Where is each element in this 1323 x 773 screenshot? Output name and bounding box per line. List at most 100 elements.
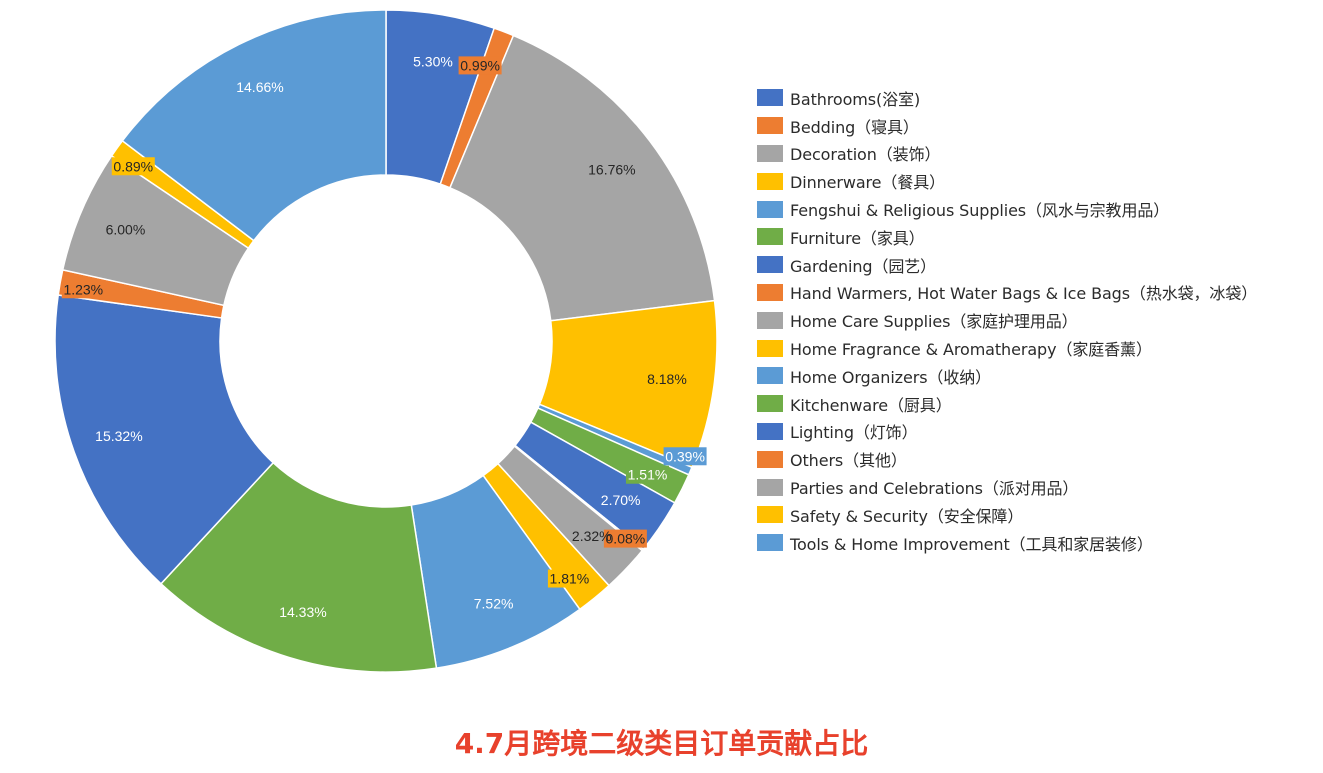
data-label-14: 6.00%	[106, 221, 146, 237]
chart-data-labels: 5.30% 0.99% 16.76% 8.18% 0.39% 1.51% 2.70% 0.08…	[61, 53, 707, 620]
chart-title: 4.7月跨境二级类目订单贡献占比	[454, 727, 869, 760]
data-label-6: 2.70%	[601, 492, 641, 508]
svg-text:2.70%: 2.70%	[601, 492, 641, 508]
svg-text:0.08%: 0.08%	[606, 531, 646, 547]
data-label-box-13	[61, 280, 105, 299]
slice-16	[121, 9, 387, 242]
legend-item-8: Home Care Supplies（家庭护理用品）	[757, 306, 1257, 334]
legend-label: Tools & Home Improvement（工具和家居装修）	[790, 534, 1153, 554]
slice-11	[159, 461, 438, 673]
legend-item-1: Bedding（寝具）	[757, 112, 1257, 140]
data-label-0: 5.30%	[413, 53, 453, 69]
legend-label: Hand Warmers, Hot Water Bags & Ice Bags（…	[790, 284, 1258, 304]
legend-label: Bathrooms(浴室)	[790, 89, 921, 109]
legend-label: Parties and Celebrations（派对用品）	[790, 479, 1079, 499]
legend-swatch	[757, 478, 783, 496]
legend-label: Dinnerware（餐具）	[790, 173, 946, 193]
legend-swatch	[757, 450, 783, 468]
svg-text:2.32%: 2.32%	[572, 528, 612, 544]
svg-text:7.52%: 7.52%	[474, 595, 514, 611]
legend-swatch	[757, 534, 783, 552]
legend-swatch	[757, 367, 783, 385]
legend-swatch	[757, 395, 783, 413]
data-label-box-7	[603, 529, 647, 548]
data-label-13: 1.23%	[61, 280, 105, 299]
data-label-1: 0.99%	[458, 56, 502, 75]
data-label-box-9	[547, 569, 591, 588]
chart-legend: Bathrooms(浴室) Bedding（寝具） Decoration（装饰） Di…	[757, 84, 1257, 557]
legend-item-10: Home Organizers（收纳）	[757, 362, 1257, 390]
legend-label: Home Care Supplies（家庭护理用品）	[790, 312, 1078, 332]
legend-item-4: Fengshui & Religious Supplies（风水与宗教用品）	[757, 195, 1257, 223]
data-label-box-5	[625, 465, 669, 484]
legend-swatch	[757, 172, 783, 190]
legend-item-14: Parties and Celebrations（派对用品）	[757, 473, 1257, 501]
legend-item-5: Furniture（家具）	[757, 223, 1257, 251]
svg-text:14.66%: 14.66%	[236, 79, 283, 95]
legend-label: Safety & Security（安全保障）	[790, 506, 1024, 526]
legend-label: Fengshui & Religious Supplies（风水与宗教用品）	[790, 201, 1170, 221]
legend-swatch	[757, 283, 783, 301]
slice-12	[54, 294, 275, 585]
legend-swatch	[757, 506, 783, 524]
svg-text:1.23%: 1.23%	[63, 281, 103, 297]
slice-2	[448, 34, 716, 322]
legend-swatch	[757, 422, 783, 440]
doughnut-chart: 5.30% 0.99% 16.76% 8.18% 0.39% 1.51% 2.70% 0.08…	[54, 9, 718, 673]
data-label-box-1	[458, 56, 502, 75]
legend-swatch	[757, 256, 783, 274]
legend-item-7: Hand Warmers, Hot Water Bags & Ice Bags（…	[757, 279, 1257, 307]
legend-item-9: Home Fragrance & Aromatherapy（家庭香薰）	[757, 334, 1257, 362]
svg-text:0.99%: 0.99%	[460, 57, 500, 73]
svg-text:0.39%: 0.39%	[665, 448, 705, 464]
svg-text:1.51%: 1.51%	[628, 467, 668, 483]
legend-item-12: Lighting（灯饰）	[757, 418, 1257, 446]
legend-item-6: Gardening（园艺）	[757, 251, 1257, 279]
legend-label: Furniture（家具）	[790, 228, 925, 248]
chart-slices	[54, 9, 718, 673]
legend-label: Bedding（寝具）	[790, 117, 919, 137]
legend-item-13: Others（其他）	[757, 445, 1257, 473]
svg-text:16.76%: 16.76%	[588, 162, 635, 178]
legend-item-2: Decoration（装饰）	[757, 140, 1257, 168]
data-label-10: 7.52%	[474, 595, 514, 611]
legend-swatch	[757, 311, 783, 329]
data-label-2: 16.76%	[588, 162, 635, 178]
legend-label: Lighting（灯饰）	[790, 423, 918, 443]
data-label-15: 0.89%	[111, 157, 155, 176]
data-label-box-4	[663, 447, 707, 466]
legend-swatch	[757, 228, 783, 246]
legend-swatch	[757, 200, 783, 218]
legend-label: Kitchenware（厨具）	[790, 395, 952, 415]
data-label-12: 15.32%	[95, 428, 142, 444]
legend-item-11: Kitchenware（厨具）	[757, 390, 1257, 418]
legend-swatch	[757, 117, 783, 135]
data-label-3: 8.18%	[647, 371, 687, 387]
data-label-16: 14.66%	[236, 79, 283, 95]
legend-swatch	[757, 144, 783, 162]
data-label-4: 0.39%	[663, 447, 707, 466]
svg-text:1.81%: 1.81%	[550, 571, 590, 587]
data-label-7: 0.08%	[603, 529, 647, 548]
legend-item-3: Dinnerware（餐具）	[757, 167, 1257, 195]
legend-swatch	[757, 339, 783, 357]
data-label-9: 1.81%	[547, 569, 591, 588]
legend-item-15: Safety & Security（安全保障）	[757, 501, 1257, 529]
svg-text:0.89%: 0.89%	[113, 158, 153, 174]
legend-item-16: Tools & Home Improvement（工具和家居装修）	[757, 529, 1257, 557]
svg-text:5.30%: 5.30%	[413, 53, 453, 69]
legend-label: Others（其他）	[790, 451, 907, 471]
legend-swatch	[757, 89, 783, 107]
data-label-11: 14.33%	[279, 604, 326, 620]
svg-text:14.33%: 14.33%	[279, 604, 326, 620]
data-label-box-15	[111, 157, 155, 176]
data-label-8: 2.32%	[572, 528, 612, 544]
legend-label: Gardening（园艺）	[790, 256, 937, 276]
svg-text:8.18%: 8.18%	[647, 371, 687, 387]
legend-label: Home Fragrance & Aromatherapy（家庭香薰）	[790, 340, 1152, 360]
legend-label: Home Organizers（收纳）	[790, 367, 992, 387]
legend-label: Decoration（装饰）	[790, 145, 941, 165]
svg-text:15.32%: 15.32%	[95, 428, 142, 444]
svg-text:6.00%: 6.00%	[106, 221, 146, 237]
data-label-5: 1.51%	[625, 465, 669, 484]
